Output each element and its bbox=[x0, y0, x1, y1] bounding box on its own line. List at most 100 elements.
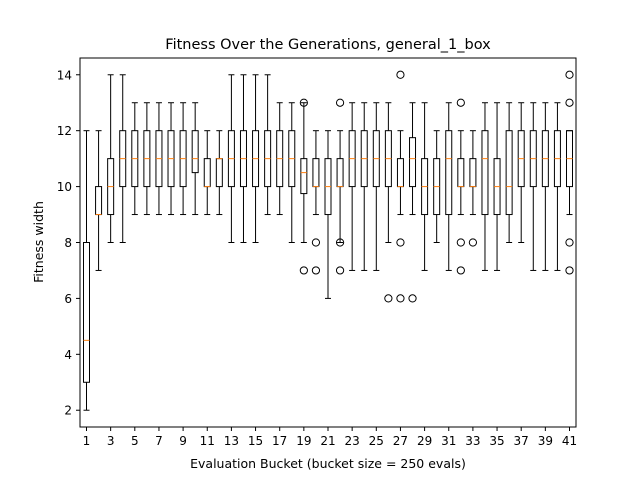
box-iqr bbox=[300, 158, 308, 195]
box-bucket-24 bbox=[360, 102, 368, 271]
outlier-point bbox=[468, 238, 477, 247]
outlier-point bbox=[335, 266, 345, 275]
box-bucket-37 bbox=[517, 102, 525, 243]
box-bucket-27 bbox=[396, 70, 405, 303]
outlier-point bbox=[456, 238, 465, 247]
box-bucket-41 bbox=[565, 70, 574, 275]
outlier-point bbox=[565, 70, 574, 79]
x-axis: 1 3 5 7 9 11 13 15 17 19 21 23 25 27 29 31 33 35 37 39 41 bbox=[83, 427, 577, 448]
plot-area bbox=[83, 70, 574, 411]
y-tick-label: 12 bbox=[57, 124, 72, 138]
outlier-point bbox=[456, 266, 465, 275]
x-tick-label: 21 bbox=[320, 434, 335, 448]
box-bucket-28 bbox=[408, 102, 417, 303]
box-bucket-39 bbox=[541, 102, 549, 271]
y-tick-label: 8 bbox=[64, 236, 72, 250]
y-axis-label: Fitness width bbox=[31, 201, 46, 283]
x-tick-label: 1 bbox=[83, 434, 91, 448]
x-tick-label: 27 bbox=[393, 434, 408, 448]
box-bucket-6 bbox=[143, 102, 151, 216]
box-bucket-21 bbox=[324, 130, 332, 299]
outlier-point bbox=[565, 266, 574, 275]
box-bucket-19 bbox=[299, 98, 308, 275]
x-tick-label: 37 bbox=[514, 434, 529, 448]
box-bucket-7 bbox=[155, 102, 163, 216]
box-bucket-16 bbox=[264, 74, 272, 216]
box-bucket-17 bbox=[276, 102, 284, 216]
x-tick-label: 17 bbox=[272, 434, 287, 448]
x-tick-label: 13 bbox=[224, 434, 239, 448]
box-bucket-25 bbox=[372, 102, 380, 271]
box-bucket-3 bbox=[107, 74, 115, 243]
chart-title: Fitness Over the Generations, general_1_… bbox=[165, 37, 491, 53]
box-bucket-14 bbox=[239, 74, 247, 243]
outlier-point bbox=[408, 294, 417, 303]
box-bucket-34 bbox=[481, 102, 489, 271]
box-bucket-38 bbox=[529, 102, 537, 271]
outlier-point bbox=[456, 98, 465, 107]
x-tick-label: 29 bbox=[417, 434, 432, 448]
outlier-point bbox=[396, 70, 405, 79]
box-bucket-36 bbox=[505, 102, 513, 243]
x-tick-label: 23 bbox=[345, 434, 360, 448]
x-axis-label: Evaluation Bucket (bucket size = 250 eva… bbox=[190, 456, 466, 471]
x-tick-label: 33 bbox=[465, 434, 480, 448]
x-tick-label: 19 bbox=[296, 434, 311, 448]
x-tick-label: 3 bbox=[107, 434, 115, 448]
y-tick-label: 10 bbox=[57, 180, 72, 194]
outlier-point bbox=[299, 266, 308, 275]
box-bucket-10 bbox=[191, 102, 199, 216]
box-bucket-40 bbox=[553, 102, 561, 271]
y-tick-label: 4 bbox=[64, 348, 72, 362]
x-tick-label: 7 bbox=[155, 434, 163, 448]
box-bucket-23 bbox=[348, 102, 356, 271]
outlier-point bbox=[396, 294, 405, 303]
box-bucket-1 bbox=[83, 130, 90, 411]
box-iqr bbox=[409, 137, 417, 188]
outlier-point bbox=[311, 238, 321, 247]
box-iqr bbox=[445, 130, 453, 216]
box-bucket-31 bbox=[445, 102, 453, 271]
box-bucket-15 bbox=[252, 74, 260, 243]
y-axis: 2 4 6 8 10 12 14 bbox=[57, 68, 80, 418]
box-iqr bbox=[191, 130, 199, 174]
x-tick-label: 11 bbox=[200, 434, 215, 448]
x-tick-label: 39 bbox=[538, 434, 553, 448]
box-bucket-32 bbox=[456, 98, 465, 275]
outlier-point bbox=[299, 98, 308, 107]
y-tick-label: 14 bbox=[57, 68, 72, 82]
outlier-point bbox=[565, 98, 574, 107]
box-bucket-20 bbox=[311, 130, 321, 275]
box-bucket-26 bbox=[384, 102, 393, 303]
x-tick-label: 5 bbox=[131, 434, 139, 448]
box-bucket-29 bbox=[421, 102, 429, 271]
box-bucket-4 bbox=[119, 74, 127, 243]
x-tick-label: 41 bbox=[562, 434, 577, 448]
x-tick-label: 35 bbox=[489, 434, 504, 448]
outlier-point bbox=[384, 294, 393, 303]
x-tick-label: 9 bbox=[179, 434, 187, 448]
x-tick-label: 25 bbox=[369, 434, 384, 448]
outlier-point bbox=[335, 238, 345, 247]
box-bucket-8 bbox=[167, 102, 175, 216]
box-bucket-5 bbox=[131, 102, 139, 216]
outlier-point bbox=[335, 98, 345, 107]
box-bucket-12 bbox=[215, 130, 223, 216]
x-tick-label: 31 bbox=[441, 434, 456, 448]
box-bucket-30 bbox=[433, 130, 441, 243]
box-bucket-11 bbox=[203, 130, 211, 216]
box-bucket-2 bbox=[95, 130, 103, 271]
y-tick-label: 6 bbox=[64, 292, 72, 306]
outlier-point bbox=[311, 266, 321, 275]
box-bucket-9 bbox=[179, 102, 187, 216]
box-bucket-13 bbox=[227, 74, 235, 243]
box-iqr bbox=[505, 130, 513, 216]
box-bucket-33 bbox=[468, 130, 477, 247]
box-bucket-35 bbox=[493, 102, 501, 271]
x-tick-label: 15 bbox=[248, 434, 263, 448]
box-iqr bbox=[481, 130, 489, 216]
y-tick-label: 2 bbox=[64, 404, 72, 418]
box-iqr bbox=[83, 242, 90, 383]
